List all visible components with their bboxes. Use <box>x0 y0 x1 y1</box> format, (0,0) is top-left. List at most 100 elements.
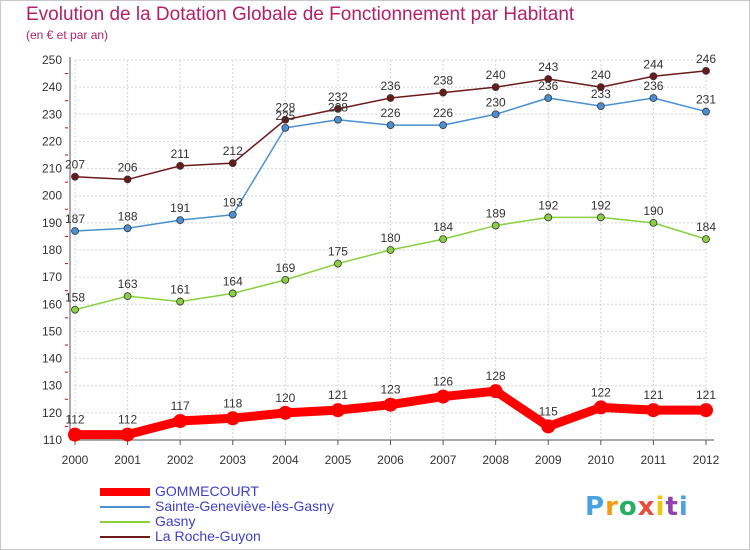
data-point <box>71 227 79 235</box>
data-label: 236 <box>643 79 663 93</box>
x-tick-label: 2009 <box>535 453 562 467</box>
data-point <box>541 419 556 434</box>
data-label: 231 <box>696 93 716 107</box>
data-point <box>386 246 395 254</box>
data-label: 164 <box>223 274 243 288</box>
legend: GOMMECOURT Sainte-Geneviève-lès-Gasny Ga… <box>100 483 400 544</box>
y-tick-label: 220 <box>42 134 62 148</box>
data-label: 180 <box>380 231 400 245</box>
legend-swatch <box>100 521 150 523</box>
x-tick-label: 2003 <box>219 453 246 467</box>
legend-label: La Roche-Guyon <box>155 528 261 544</box>
y-tick-label: 150 <box>42 324 62 338</box>
data-point <box>436 389 451 404</box>
data-point <box>173 414 188 428</box>
data-label: 169 <box>275 261 295 275</box>
data-point <box>176 161 185 170</box>
data-point <box>439 121 447 130</box>
data-point <box>383 397 398 412</box>
data-point <box>699 403 713 418</box>
x-tick-label: 2012 <box>693 453 720 467</box>
data-label: 121 <box>643 388 663 402</box>
logo-letter: r <box>605 492 619 522</box>
data-label: 212 <box>223 144 243 158</box>
data-label: 244 <box>643 57 663 71</box>
data-label: 206 <box>118 160 138 174</box>
logo-letter: t <box>665 492 679 522</box>
data-label: 236 <box>538 79 558 93</box>
data-point <box>278 405 293 420</box>
data-label: 123 <box>380 383 400 397</box>
data-point <box>281 115 290 124</box>
x-tick-label: 2006 <box>377 453 404 467</box>
data-point <box>120 427 135 442</box>
data-point <box>386 94 395 102</box>
data-label: 161 <box>170 283 190 297</box>
legend-item: La Roche-Guyon <box>100 528 400 544</box>
data-point <box>649 72 658 81</box>
data-point <box>649 94 658 102</box>
data-point <box>123 175 132 184</box>
data-point <box>386 121 395 130</box>
y-tick-label: 170 <box>42 270 62 284</box>
data-point <box>330 403 345 418</box>
y-tick-label: 190 <box>42 216 62 230</box>
x-tick-label: 2010 <box>587 453 614 467</box>
data-point <box>649 218 658 227</box>
x-tick-label: 2005 <box>325 453 352 467</box>
legend-item: Gasny <box>100 513 400 529</box>
data-label: 233 <box>591 87 611 101</box>
data-label: 188 <box>118 209 138 223</box>
data-label: 225 <box>275 109 295 123</box>
data-point <box>176 216 185 225</box>
y-tick-label: 240 <box>42 80 62 94</box>
data-point <box>491 83 500 92</box>
data-label: 236 <box>380 79 400 93</box>
data-point <box>281 123 290 132</box>
data-point <box>228 289 237 298</box>
data-label: 115 <box>539 404 558 418</box>
data-point <box>646 403 661 418</box>
data-point <box>334 104 342 113</box>
data-point <box>334 115 342 124</box>
data-point <box>596 213 605 222</box>
data-label: 192 <box>591 198 611 212</box>
data-point <box>225 411 240 426</box>
data-label: 192 <box>538 198 558 212</box>
logo-letter: x <box>637 492 656 522</box>
data-label: 112 <box>118 413 137 427</box>
y-tick-label: 120 <box>42 406 62 420</box>
data-point <box>596 83 605 92</box>
data-point <box>176 297 185 306</box>
data-label: 126 <box>433 375 453 389</box>
logo-letter: o <box>618 492 638 522</box>
data-label: 158 <box>65 291 85 305</box>
y-tick-label: 250 <box>42 53 62 67</box>
legend-swatch <box>100 536 150 538</box>
data-point <box>488 384 503 399</box>
x-tick-label: 2000 <box>62 453 89 467</box>
logo-letter: i <box>655 492 666 522</box>
data-label: 240 <box>591 68 611 82</box>
data-label: 112 <box>65 413 84 427</box>
data-label: 232 <box>328 90 348 104</box>
data-label: 226 <box>380 106 400 120</box>
data-label: 122 <box>591 385 611 399</box>
data-point <box>702 66 710 75</box>
data-label: 121 <box>328 388 348 402</box>
x-tick-label: 2001 <box>114 453 141 467</box>
y-tick-label: 130 <box>42 379 62 393</box>
data-point <box>593 400 608 415</box>
proxiti-logo: Proxiti <box>585 492 689 522</box>
data-point <box>544 213 553 222</box>
data-point <box>228 210 237 219</box>
data-label: 117 <box>171 399 190 413</box>
y-tick-label: 200 <box>42 189 62 203</box>
x-tick-label: 2004 <box>272 453 299 467</box>
data-point <box>71 172 79 181</box>
x-tick-label: 2002 <box>167 453 194 467</box>
y-tick-label: 180 <box>42 243 62 257</box>
chart-title: Evolution de la Dotation Globale de Fonc… <box>26 4 575 25</box>
logo-letter: i <box>678 492 689 522</box>
